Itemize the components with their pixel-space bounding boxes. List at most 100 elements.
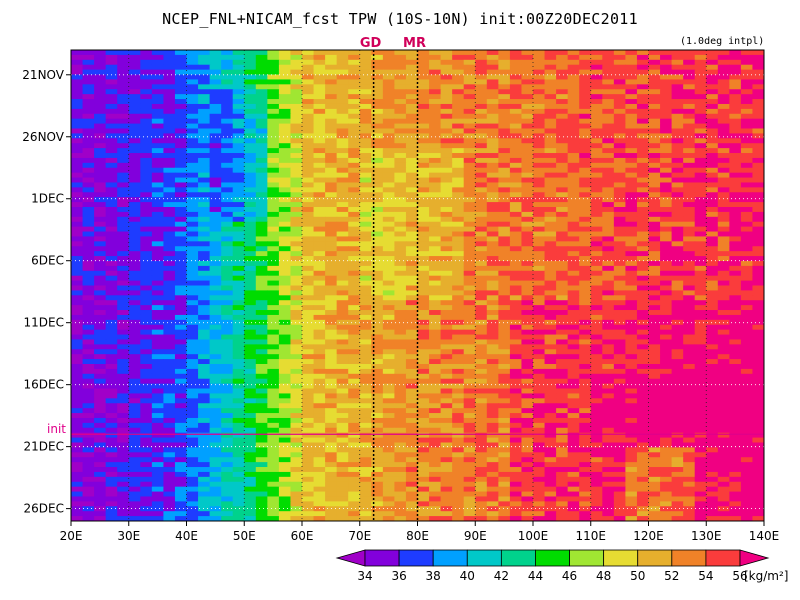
heat-cell xyxy=(533,251,546,257)
heat-cell xyxy=(290,383,303,390)
heat-cell xyxy=(140,280,153,287)
heat-cell xyxy=(625,167,638,174)
heat-cell xyxy=(198,89,211,95)
heat-cell xyxy=(463,359,476,365)
heat-cell xyxy=(163,422,176,429)
heat-cell xyxy=(186,79,199,85)
heat-cell xyxy=(140,270,153,277)
heat-cell xyxy=(613,256,626,262)
heat-cell xyxy=(336,280,349,287)
heat-cell xyxy=(706,167,719,174)
heat-cell xyxy=(752,388,764,395)
heat-cell xyxy=(255,157,268,164)
heat-cell xyxy=(648,182,661,188)
heat-cell xyxy=(648,69,661,76)
heat-cell xyxy=(452,103,465,110)
heat-cell xyxy=(267,143,280,149)
heat-cell xyxy=(556,413,569,419)
heat-cell xyxy=(579,251,592,257)
heat-cell xyxy=(382,359,395,365)
heat-cell xyxy=(567,349,580,355)
heat-cell xyxy=(151,364,164,370)
heat-cell xyxy=(683,403,696,409)
heat-cell xyxy=(660,187,673,193)
heat-cell xyxy=(290,123,303,130)
heat-cell xyxy=(729,172,742,179)
heat-cell xyxy=(509,192,523,198)
heat-cell xyxy=(417,334,430,341)
heat-cell xyxy=(613,59,626,66)
heat-cell xyxy=(209,300,222,306)
heat-cell xyxy=(729,182,742,188)
heat-cell xyxy=(394,354,407,360)
heat-cell xyxy=(336,153,349,159)
heat-cell xyxy=(209,393,222,399)
heat-cell xyxy=(140,69,153,76)
heat-cell xyxy=(163,221,176,228)
heat-cell xyxy=(729,452,742,458)
heat-cell xyxy=(671,192,684,198)
heat-cell xyxy=(232,108,245,115)
heat-cell xyxy=(590,89,603,95)
heat-cell xyxy=(636,69,650,76)
heat-cell xyxy=(371,221,384,228)
heat-cell xyxy=(486,334,499,341)
heat-cell xyxy=(313,236,326,242)
heat-cell xyxy=(648,94,661,100)
heat-cell xyxy=(174,314,188,321)
heat-cell xyxy=(255,349,268,355)
heat-cell xyxy=(706,211,719,218)
heat-cell xyxy=(660,324,673,331)
heat-cell xyxy=(255,138,268,144)
heat-cell xyxy=(429,128,442,135)
heat-cell xyxy=(244,64,257,71)
heat-cell xyxy=(371,207,384,213)
heat-cell xyxy=(302,354,315,360)
heat-cell xyxy=(71,270,84,277)
heat-cell xyxy=(463,364,476,370)
heat-cell xyxy=(151,373,164,380)
heat-cell xyxy=(648,324,661,331)
heat-cell xyxy=(221,221,234,228)
heat-cell xyxy=(486,202,499,208)
heat-cell xyxy=(717,177,730,184)
heat-cell xyxy=(244,354,257,360)
heat-cell xyxy=(221,167,234,174)
heat-cell xyxy=(232,216,245,223)
heat-cell xyxy=(486,285,499,292)
heat-cell xyxy=(544,349,557,355)
heat-cell xyxy=(405,447,419,453)
heat-cell xyxy=(348,216,361,223)
heat-cell xyxy=(452,295,465,301)
heat-cell xyxy=(683,383,696,390)
heat-cell xyxy=(417,427,430,434)
heat-cell xyxy=(336,427,349,434)
heat-cell xyxy=(452,413,465,419)
heat-cell xyxy=(648,192,661,198)
heat-cell xyxy=(313,108,326,115)
heat-cell xyxy=(382,241,395,247)
heat-cell xyxy=(533,187,546,193)
heat-cell xyxy=(151,349,164,355)
heat-cell xyxy=(694,270,707,277)
heat-cell xyxy=(521,349,534,355)
heat-cell xyxy=(71,216,84,223)
heat-cell xyxy=(151,108,164,115)
heat-cell xyxy=(325,393,338,399)
heat-cell xyxy=(463,50,476,56)
heat-cell xyxy=(694,378,707,385)
heat-cell xyxy=(417,133,430,139)
heat-cell xyxy=(740,133,754,139)
heat-cell xyxy=(740,290,754,296)
heat-cell xyxy=(405,324,419,331)
heat-cell xyxy=(440,99,453,105)
heat-cell xyxy=(325,138,338,144)
heat-cell xyxy=(394,128,407,135)
heat-cell xyxy=(405,162,419,169)
heat-cell xyxy=(671,324,684,331)
heat-cell xyxy=(694,187,707,193)
heat-cell xyxy=(729,437,742,444)
heat-cell xyxy=(544,157,557,164)
heat-cell xyxy=(82,432,95,439)
heat-cell xyxy=(602,364,615,370)
